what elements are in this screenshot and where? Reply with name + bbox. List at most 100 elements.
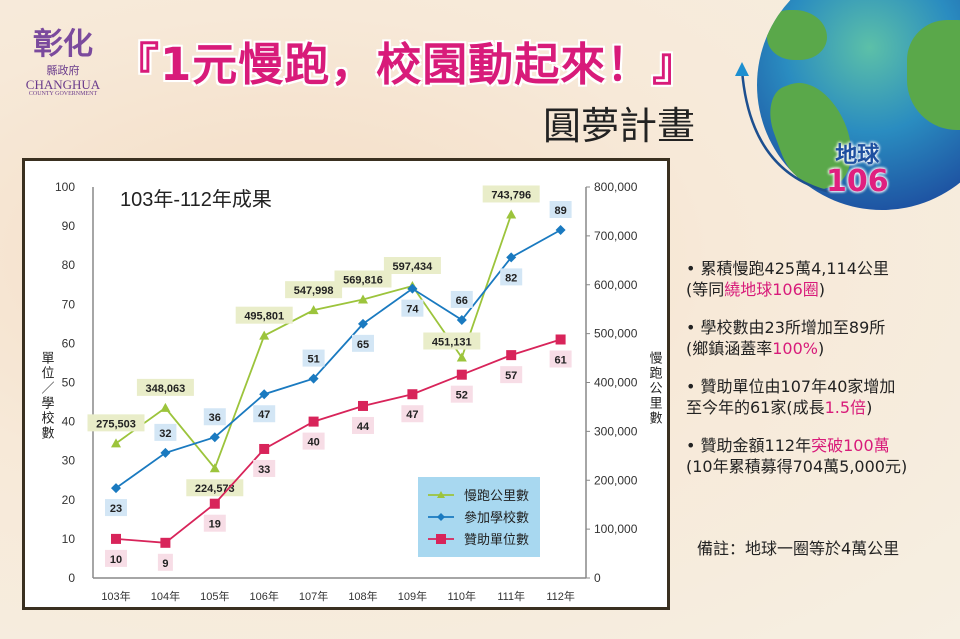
y-axis-label: 單位／學校數 <box>40 351 55 441</box>
data-label: 275,503 <box>96 418 136 430</box>
x-tick-label: 112年 <box>546 589 575 603</box>
chart-title: 103年-112年成果 <box>120 188 272 211</box>
legend-label: 參加學校數 <box>464 510 529 525</box>
y-tick-label: 30 <box>62 454 76 468</box>
data-label: 495,801 <box>244 311 284 323</box>
data-label: 9 <box>162 558 168 570</box>
data-point-sponsors <box>111 533 121 544</box>
x-tick-label: 108年 <box>348 589 377 603</box>
data-label: 44 <box>357 421 370 433</box>
data-label: 40 <box>307 437 319 449</box>
data-label-bg <box>450 385 473 403</box>
data-label: 348,063 <box>146 383 186 395</box>
data-label-bg <box>334 270 392 288</box>
data-point-sponsors <box>456 369 467 380</box>
series-line-sponsors <box>115 338 561 544</box>
data-label-bg <box>401 299 424 317</box>
y-tick-label: 10 <box>62 532 76 546</box>
earth-106-badge: 地球 106 <box>826 143 889 199</box>
note-item: • 贊助單位由107年40家增加 至今年的61家(成長1.5倍) <box>686 376 907 418</box>
y2-tick-label: 200,000 <box>594 473 638 487</box>
data-point-km <box>308 305 319 315</box>
note-item: • 贊助金額112年突破100萬 (10年累積募得704萬5,000元) <box>686 435 907 477</box>
data-label-bg <box>253 405 276 423</box>
x-tick-label: 110年 <box>448 589 477 603</box>
data-point-schools <box>111 483 121 494</box>
bullet-icon: • <box>686 436 701 455</box>
data-label: 10 <box>110 554 122 566</box>
note-text: ) <box>818 339 825 358</box>
remark: 備註：地球一圈等於4萬公里 <box>697 539 900 558</box>
data-point-km <box>209 463 220 473</box>
data-label: 547,998 <box>294 285 334 297</box>
y2-axis-label: 慢跑公里數 <box>648 350 663 426</box>
data-label: 57 <box>505 370 517 382</box>
data-point-schools <box>358 318 368 329</box>
y2-tick-label: 700,000 <box>594 229 638 243</box>
data-point-sponsors <box>506 350 517 361</box>
note-highlight: 繞地球106圈 <box>724 280 819 299</box>
data-label-bg <box>401 405 424 423</box>
data-point-schools <box>160 447 171 458</box>
data-point-km <box>259 330 270 340</box>
y2-tick-label: 100,000 <box>594 522 638 536</box>
data-label-bg <box>87 414 145 432</box>
y-tick-label: 80 <box>62 258 76 272</box>
data-point-km <box>456 352 467 362</box>
data-label: 51 <box>307 354 319 366</box>
x-tick-label: 107年 <box>299 589 328 603</box>
data-label-bg <box>186 479 244 497</box>
data-label-bg <box>285 281 343 299</box>
data-label-bg <box>450 290 473 308</box>
data-point-km <box>358 294 368 304</box>
note-text: 贊助金額112年 <box>700 436 812 455</box>
data-point-km <box>111 438 121 448</box>
data-point-km <box>160 402 171 412</box>
page-subtitle: 圓夢計畫 <box>543 104 696 148</box>
data-label: 47 <box>406 409 418 421</box>
data-label: 61 <box>554 354 566 366</box>
data-label-bg <box>549 350 572 368</box>
data-point-schools <box>308 373 319 384</box>
data-label-bg <box>154 423 177 441</box>
data-point-sponsors <box>209 498 220 509</box>
data-label: 597,434 <box>393 261 434 273</box>
data-label: 23 <box>110 503 122 515</box>
data-point-km <box>506 209 517 219</box>
legend-square-icon <box>436 534 446 544</box>
note-text: (鄉鎮涵蓋率 <box>686 339 773 358</box>
data-point-sponsors <box>160 537 171 548</box>
data-label: 65 <box>357 339 369 351</box>
legend-diamond-icon <box>437 513 445 521</box>
bullet-icon: • <box>686 377 701 396</box>
note-text: 至今年的61家(成長 <box>686 398 825 417</box>
data-label-bg <box>203 408 226 426</box>
note-text: 贊助單位由107年40家增加 <box>700 377 896 396</box>
y-tick-label: 50 <box>62 376 76 390</box>
data-label-bg <box>500 366 523 384</box>
data-label: 451,131 <box>432 337 472 349</box>
data-label-bg <box>235 306 293 324</box>
data-label-bg <box>157 553 173 571</box>
note-highlight: 100% <box>772 339 818 358</box>
y-tick-label: 0 <box>68 571 75 585</box>
y2-tick-label: 500,000 <box>594 327 638 341</box>
legend-label: 贊助單位數 <box>464 532 529 547</box>
bullet-icon: • <box>686 318 701 337</box>
data-point-schools <box>506 252 517 263</box>
data-label-bg <box>302 432 325 450</box>
y-tick-label: 60 <box>62 336 76 350</box>
data-label: 47 <box>258 409 270 421</box>
data-label-bg <box>482 185 540 203</box>
x-tick-label: 109年 <box>398 589 427 603</box>
note-text: (等同 <box>686 280 725 299</box>
data-label-bg <box>352 334 374 352</box>
data-point-schools <box>259 389 270 400</box>
note-text: ) <box>866 398 873 417</box>
y-tick-label: 90 <box>62 219 76 233</box>
note-highlight: 突破100萬 <box>811 436 890 455</box>
y-tick-label: 70 <box>62 297 76 311</box>
x-tick-label: 105年 <box>200 589 229 603</box>
x-tick-label: 103年 <box>101 589 130 603</box>
data-label-bg <box>500 268 523 286</box>
